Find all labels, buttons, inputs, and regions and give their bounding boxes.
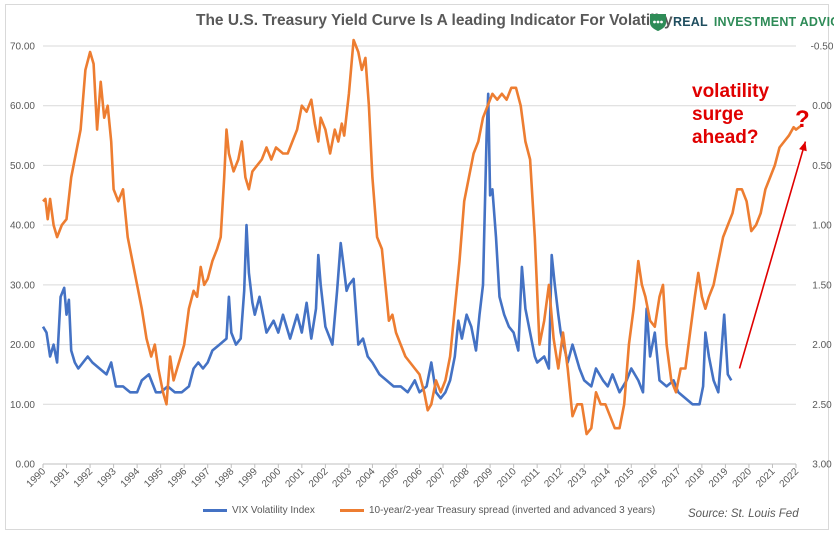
x-tick-label: 2001 [283, 466, 307, 490]
y-right-tick-label: -0.50 [811, 42, 834, 53]
brand-name-part1: REAL [673, 15, 708, 29]
x-tick-label: 2018 [683, 466, 707, 490]
x-tick-label: 2013 [566, 466, 590, 490]
x-tick-label: 1992 [72, 466, 96, 490]
x-tick-label: 1996 [166, 466, 190, 490]
legend-label-vix: VIX Volatility Index [232, 505, 315, 516]
y-right-tick-label: 1.00 [812, 221, 832, 232]
y-right-tick-label: 1.50 [812, 280, 832, 291]
x-tick-label: 2009 [472, 466, 496, 490]
y-right-tick-label: 0.00 [812, 101, 832, 112]
x-tick-label: 1993 [95, 466, 119, 490]
x-tick-label: 2007 [425, 466, 449, 490]
y-right-tick-label: 0.50 [812, 161, 832, 172]
y-right-tick-label: 3.00 [812, 460, 832, 471]
legend-item-spread: 10-year/2-year Treasury spread (inverted… [340, 505, 655, 516]
annotation-question-mark: ? [795, 106, 810, 133]
x-tick-label: 2019 [707, 466, 731, 490]
y-left-tick-label: 10.00 [10, 400, 35, 411]
x-tick-label: 2002 [307, 466, 331, 490]
y-left-tick-label: 30.00 [10, 280, 35, 291]
x-tick-label: 2020 [731, 466, 755, 490]
y-right-tick-label: 2.00 [812, 340, 832, 351]
legend-swatch-vix [203, 509, 227, 512]
chart-frame [5, 4, 829, 530]
trend-arrow [738, 141, 807, 369]
y-left-tick-label: 40.00 [10, 221, 35, 232]
legend-label-spread: 10-year/2-year Treasury spread (inverted… [369, 505, 656, 516]
x-tick-label: 2005 [378, 466, 402, 490]
x-tick-label: 1994 [119, 466, 143, 490]
annotation-text: volatility surge ahead? [692, 81, 770, 148]
x-tick-label: 2008 [448, 466, 472, 490]
x-tick-label: 2015 [613, 466, 637, 490]
x-tick-label: 2012 [542, 466, 566, 490]
series-line-vix [41, 92, 733, 406]
x-tick-label: 2006 [401, 466, 425, 490]
y-left-tick-label: 70.00 [10, 42, 35, 53]
chart-title: The U.S. Treasury Yield Curve Is A leadi… [196, 12, 673, 29]
y-left-tick-label: 0.00 [16, 460, 36, 471]
x-tick-label: 2004 [354, 466, 378, 490]
x-tick-label: 2017 [660, 466, 684, 490]
x-tick-label: 2016 [636, 466, 660, 490]
legend-swatch-spread [340, 509, 364, 512]
y-left-tick-label: 20.00 [10, 340, 35, 351]
series-line-spread [42, 38, 802, 436]
y-left-tick-label: 60.00 [10, 101, 35, 112]
shield-icon [650, 14, 666, 31]
y-left-tick-label: 50.00 [10, 161, 35, 172]
x-tick-label: 2014 [589, 466, 613, 490]
x-tick-label: 2021 [754, 466, 778, 490]
trend-arrow-head [799, 141, 807, 152]
x-tick-label: 1997 [189, 466, 213, 490]
trend-arrow-line [738, 141, 807, 369]
x-tick-label: 2022 [778, 466, 802, 490]
x-tick-label: 1995 [142, 466, 166, 490]
brand-logo: REAL INVESTMENT ADVICE [649, 12, 834, 32]
grid-lines [42, 45, 797, 468]
x-tick-label: 1998 [213, 466, 237, 490]
legend-item-vix: VIX Volatility Index [203, 505, 315, 516]
brand-name-part2: INVESTMENT ADVICE [713, 15, 834, 29]
x-tick-label: 2003 [331, 466, 355, 490]
x-tick-label: 2010 [495, 466, 519, 490]
y-right-tick-label: 2.50 [812, 400, 832, 411]
x-tick-label: 1999 [236, 466, 260, 490]
x-tick-label: 2011 [519, 466, 542, 489]
x-tick-label: 2000 [260, 466, 284, 490]
source-note: Source: St. Louis Fed [688, 508, 799, 520]
series-lines [41, 38, 802, 436]
x-tick-label: 1991 [48, 466, 72, 490]
